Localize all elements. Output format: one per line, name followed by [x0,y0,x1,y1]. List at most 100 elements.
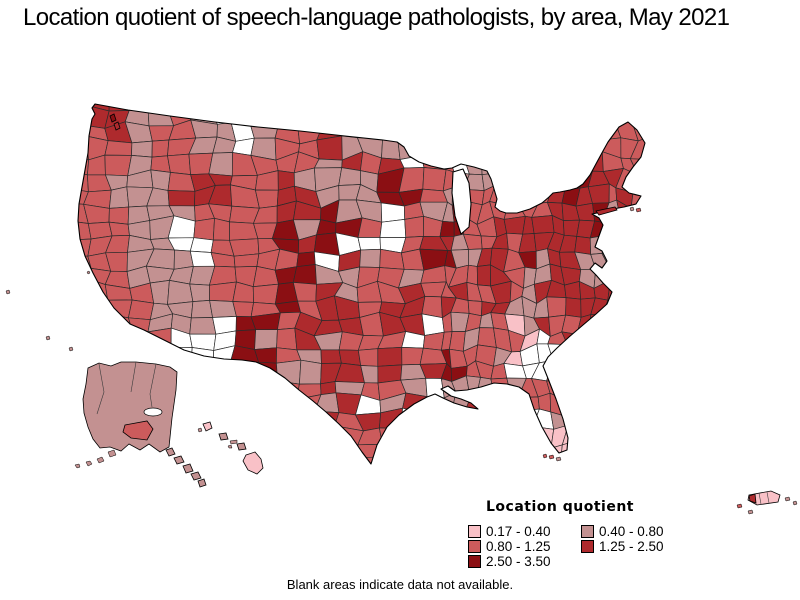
map-region [507,188,523,206]
map-region [128,104,149,111]
legend-swatch [581,540,594,553]
map-region [636,331,645,353]
map-region [591,376,607,401]
map-region [251,104,281,113]
map-region [449,331,466,352]
map-region [189,317,217,335]
map-region [104,299,133,319]
map-region [649,301,663,312]
map-region [463,425,479,448]
map-region [643,407,645,433]
map-region [601,360,620,382]
map-region [503,215,526,235]
map-region [508,152,524,171]
map-region [440,126,457,142]
map-region [630,205,645,225]
map-region [615,395,638,414]
map-region [660,270,678,288]
legend-entries: 0.17 - 0.40 0.40 - 0.80 0.80 - 1.25 1.25… [440,524,680,569]
map-region [477,410,497,430]
map-region [665,457,678,476]
map-region [561,314,582,335]
map-region [615,104,636,125]
map-region [379,219,407,238]
map-region [149,279,170,305]
legend-swatch [468,540,481,553]
map-region [532,104,552,111]
map-region [519,124,537,145]
map-region [230,391,256,412]
map-region [131,140,153,158]
map-region [576,152,596,172]
map-region [230,104,255,126]
map-region [629,460,645,464]
map-region [320,381,337,395]
map-region [629,281,645,304]
map-region [86,342,106,366]
map-region [78,122,86,139]
anchorage-region [122,420,154,441]
map-region [565,297,582,318]
map-region [576,408,597,427]
map-region [420,396,445,413]
map-region [630,104,645,121]
map-region [444,428,449,449]
map-region [401,445,429,463]
florida-keys [542,453,548,459]
map-region [452,104,465,106]
map-region [521,143,540,154]
map-region [78,238,92,257]
map-region [439,221,455,238]
map-region [78,460,90,464]
map-region [147,327,172,350]
map-region [644,104,645,112]
map-region [292,104,323,128]
map-region [110,461,134,464]
map-region [463,411,482,427]
map-region [546,359,563,382]
map-region [420,107,442,128]
map-region [559,120,579,145]
alaska-panhandle [165,447,207,488]
map-region [274,440,301,464]
map-region [475,458,495,464]
map-region [357,348,379,367]
map-region [420,139,448,159]
legend-label: 0.40 - 0.80 [599,524,664,539]
map-region [550,411,569,430]
map-region [620,426,639,447]
map-region [504,104,522,111]
hawaii-big-island [242,451,264,475]
map-region [658,184,677,205]
map-region [231,473,258,492]
map-region [108,104,130,112]
map-region [508,474,521,495]
map-region [524,408,540,427]
map-region [576,121,597,139]
map-region [519,104,540,111]
map-region [609,268,619,283]
map-region [478,108,495,129]
map-region [213,393,232,415]
map-region [503,410,527,426]
map-region [426,427,449,449]
map-region [315,458,342,464]
map-region [271,411,301,432]
map-region [532,124,553,145]
map-region [78,135,90,161]
map-region [254,347,277,364]
map-region [292,104,321,110]
map-region [273,104,294,113]
map-region [518,461,537,464]
map-region [441,136,457,159]
map-region [452,171,470,190]
map-region [250,410,274,432]
map-region [517,439,539,464]
map-region [313,410,340,427]
map-region [665,120,675,142]
map-region [338,167,361,186]
map-region [166,431,195,445]
map-region [590,472,608,496]
map-region [632,220,645,234]
